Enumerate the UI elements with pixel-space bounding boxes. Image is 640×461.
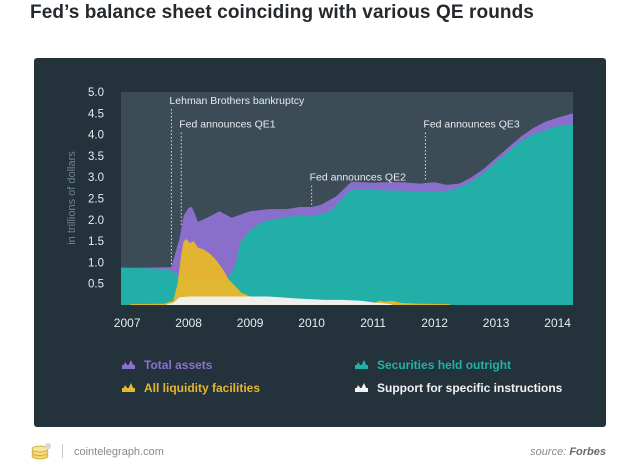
y-tick-label: 4.0: [88, 130, 104, 142]
legend-swatch-base: [122, 365, 135, 369]
footer-source: source: Forbes: [530, 446, 606, 458]
legend-label: Securities held outright: [377, 358, 511, 372]
legend-label: All liquidity facilities: [144, 381, 260, 395]
x-tick-label: 2009: [237, 316, 264, 330]
legend-label: Support for specific instructions: [377, 381, 563, 395]
legend-swatch-base: [355, 388, 368, 392]
annotation-label-fed-announces-qe3: Fed announces QE3: [423, 118, 519, 130]
legend-item-support-for-specific-instructions[interactable]: Support for specific instructions: [355, 381, 563, 395]
y-tick-label: 2.5: [88, 194, 104, 206]
y-tick-label: 4.5: [88, 108, 104, 120]
legend-item-total-assets[interactable]: Total assets: [122, 358, 213, 372]
x-tick-label: 2013: [483, 316, 510, 330]
chart-panel: Lehman Brothers bankruptcy Fed announces …: [34, 58, 606, 427]
annotation-label-lehman-brothers-bankruptcy: Lehman Brothers bankruptcy: [169, 95, 305, 107]
cointelegraph-logo-icon: [31, 443, 51, 460]
area-all-liquidity-facilities: [130, 239, 450, 305]
y-tick-label: 1.5: [88, 236, 104, 248]
footer-site[interactable]: cointelegraph.com: [74, 446, 164, 458]
y-tick-label: 2.0: [88, 215, 104, 227]
chart-svg: Lehman Brothers bankruptcy Fed announces …: [66, 87, 573, 395]
legend-swatch-base: [122, 388, 135, 392]
legend-item-all-liquidity-facilities[interactable]: All liquidity facilities: [122, 381, 260, 395]
footer-divider: [62, 444, 63, 458]
page-title: Fed’s balance sheet coinciding with vari…: [30, 2, 534, 23]
y-tick-label: 3.0: [88, 172, 104, 184]
x-tick-label: 2008: [175, 316, 202, 330]
annotation-label-fed-announces-qe2: Fed announces QE2: [310, 172, 406, 184]
annotation-label-fed-announces-qe1: Fed announces QE1: [179, 118, 275, 130]
source-name: Forbes: [569, 446, 606, 458]
area-securities-held-outright: [121, 124, 573, 305]
y-tick-label: 5.0: [88, 87, 104, 99]
x-tick-label: 2014: [544, 316, 571, 330]
x-tick-label: 2007: [114, 316, 141, 330]
y-tick-label: 1.0: [88, 257, 104, 269]
y-tick-label: 3.5: [88, 151, 104, 163]
source-prefix: source:: [530, 446, 567, 458]
legend-swatch-base: [355, 365, 368, 369]
x-tick-label: 2012: [421, 316, 448, 330]
y-axis-label: in trillions of dollars: [66, 151, 78, 245]
area-support-for-specific-instructions: [167, 296, 392, 305]
x-tick-label: 2010: [298, 316, 325, 330]
y-tick-label: 0.5: [88, 279, 104, 291]
legend-label: Total assets: [144, 358, 213, 372]
x-tick-label: 2011: [360, 316, 386, 330]
legend-item-securities-held-outright[interactable]: Securities held outright: [355, 358, 511, 372]
